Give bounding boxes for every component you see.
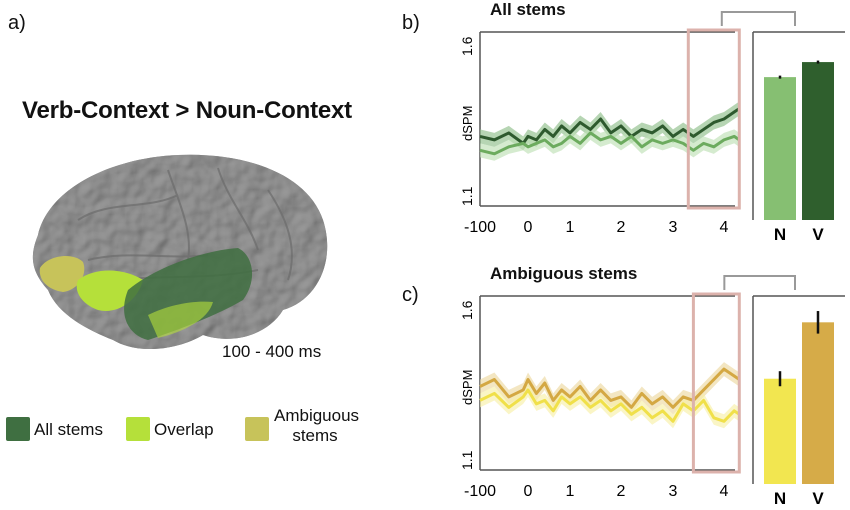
legend-label-all-stems: All stems: [34, 420, 103, 439]
x-tick-label: 2: [617, 483, 626, 500]
y-tick-label-bottom: 1.1: [459, 186, 475, 206]
chart-c: 1.6 1.1 dSPM -100 0 1 2 3 4 N V: [459, 275, 845, 508]
x-tick-label: 0: [524, 219, 533, 236]
y-axis-label: dSPM: [460, 106, 475, 141]
series-1-line: [479, 388, 741, 423]
comparison-bracket: [723, 275, 796, 290]
series-0-line: [479, 367, 741, 409]
legend-label-overlap: Overlap: [154, 420, 214, 439]
chart-b-title: All stems: [490, 0, 566, 19]
chart-c-title: Ambiguous stems: [490, 264, 638, 283]
y-tick-label-bottom: 1.1: [459, 450, 475, 470]
x-tick-label: -100: [464, 483, 496, 500]
brain-icon: [18, 140, 348, 370]
panel-a-label: a): [8, 12, 26, 34]
panel-c-label: c): [402, 284, 419, 306]
bar-V: [802, 62, 834, 220]
highlight-window: [686, 28, 741, 210]
y-axis-label: dSPM: [460, 370, 475, 405]
series-0-band: [480, 362, 740, 415]
x-tick-label: 4: [720, 219, 729, 236]
series-0-line: [479, 107, 741, 145]
bar-N: [764, 77, 796, 221]
x-tick-label: -100: [464, 219, 496, 236]
x-tick-label: 4: [720, 483, 729, 500]
x-tick-label: 3: [669, 219, 678, 236]
bar-label-N: N: [774, 225, 786, 244]
bar-V: [802, 322, 834, 484]
bar-label-V: V: [812, 225, 824, 244]
legend-swatch-ambiguous: [245, 417, 269, 441]
panel-a-title: Verb-Context > Noun-Context: [22, 97, 352, 124]
x-tick-label: 1: [566, 483, 575, 500]
x-tick-label: 0: [524, 483, 533, 500]
chart-b: 1.6 1.1 dSPM -100 0 1 2 3 4 N V: [459, 11, 845, 244]
comparison-bracket: [720, 11, 796, 26]
bar-label-V: V: [812, 489, 824, 508]
time-window-label: 100 - 400 ms: [222, 342, 322, 361]
legend-swatch-all-stems: [6, 417, 30, 441]
x-tick-label: 2: [617, 219, 626, 236]
series-1-line: [479, 131, 741, 156]
highlight-window: [691, 292, 741, 474]
x-tick-label: 1: [566, 219, 575, 236]
legend-label-ambiguous: Ambiguous stems: [274, 406, 360, 445]
bar-label-N: N: [774, 489, 786, 508]
panel-b-label: b): [402, 12, 420, 34]
bar-N: [764, 378, 796, 484]
y-tick-label-top: 1.6: [459, 36, 475, 56]
x-tick-label: 3: [669, 483, 678, 500]
y-tick-label-top: 1.6: [459, 300, 475, 320]
legend-swatch-overlap: [126, 417, 150, 441]
